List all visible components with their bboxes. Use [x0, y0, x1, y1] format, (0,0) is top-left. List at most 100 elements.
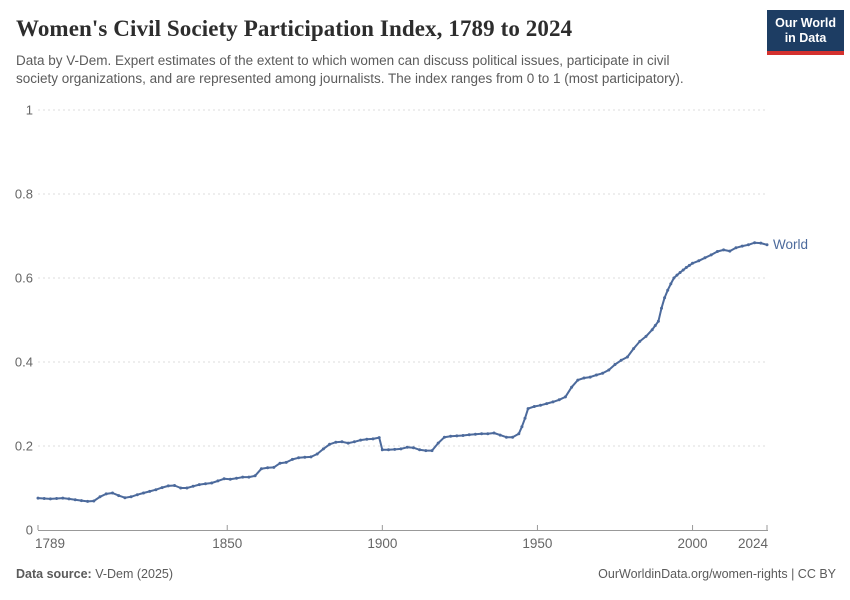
data-point — [297, 456, 301, 460]
data-point — [675, 273, 679, 277]
data-point — [669, 282, 673, 286]
data-point — [740, 244, 744, 248]
data-point — [492, 431, 496, 435]
data-point — [204, 482, 207, 486]
data-point — [405, 445, 409, 449]
data-point — [259, 467, 263, 471]
data-point — [619, 358, 623, 362]
data-point — [340, 440, 344, 444]
data-point — [551, 400, 555, 404]
data-point — [79, 499, 83, 503]
data-point — [449, 434, 453, 438]
data-point — [467, 433, 471, 437]
data-point — [173, 484, 176, 487]
data-point — [104, 492, 108, 496]
data-point — [278, 461, 282, 465]
subtitle-line-1: Data by V-Dem. Expert estimates of the e… — [16, 53, 670, 68]
data-point — [92, 499, 96, 503]
data-point — [759, 241, 763, 245]
data-point — [117, 494, 121, 498]
data-point — [660, 306, 663, 310]
data-point — [473, 432, 477, 436]
data-point — [672, 276, 676, 280]
data-point — [753, 241, 757, 245]
data-point — [166, 484, 170, 488]
data-point — [582, 376, 586, 380]
data-point — [154, 488, 158, 492]
data-point — [697, 259, 701, 263]
data-point — [576, 378, 580, 382]
data-point — [393, 447, 397, 451]
data-point — [55, 497, 59, 500]
subtitle-line-2: society organizations, and are represent… — [16, 70, 684, 86]
data-point — [216, 479, 220, 483]
data-point — [480, 432, 484, 436]
data-point — [111, 491, 114, 495]
license-label: | CC BY — [787, 567, 836, 581]
data-point — [371, 437, 375, 441]
data-point — [557, 398, 561, 402]
owid-url-link[interactable]: OurWorldinData.org/women-rights — [598, 567, 788, 581]
data-point — [607, 368, 611, 372]
data-point — [321, 447, 325, 451]
data-point — [684, 266, 688, 269]
data-point — [728, 249, 732, 253]
chart-footer: Data source: V-Dem (2025) OurWorldinData… — [16, 567, 836, 581]
data-point — [663, 296, 667, 300]
data-point — [222, 477, 226, 481]
data-point — [715, 250, 719, 253]
data-point — [48, 497, 52, 501]
data-point — [588, 375, 592, 379]
data-point — [461, 434, 465, 437]
owid-logo[interactable]: Our World in Data — [767, 10, 844, 55]
data-point — [377, 436, 381, 440]
data-point — [191, 484, 195, 488]
data-point — [241, 475, 245, 479]
data-point — [746, 243, 750, 247]
data-point — [387, 448, 390, 452]
data-point — [765, 243, 769, 247]
x-axis-label-1950: 1950 — [522, 536, 552, 551]
data-point — [486, 432, 490, 436]
data-point — [179, 486, 183, 490]
data-point — [517, 432, 521, 436]
y-axis-label-0.4: 0.4 — [15, 355, 33, 370]
y-axis-label-0: 0 — [26, 523, 33, 538]
data-source-value: V-Dem (2025) — [91, 567, 174, 581]
x-axis-label-2024: 2024 — [738, 536, 769, 551]
data-point — [328, 442, 332, 446]
data-point — [359, 438, 363, 442]
y-axis-label-0.6: 0.6 — [15, 271, 33, 286]
data-point — [142, 491, 145, 495]
data-point — [650, 328, 654, 332]
data-point — [681, 268, 685, 272]
owid-logo-line-2: in Data — [784, 31, 827, 45]
data-point — [504, 435, 508, 439]
data-point — [703, 256, 707, 260]
data-point — [303, 455, 307, 459]
series-line-world — [37, 241, 768, 503]
data-point — [411, 446, 415, 450]
data-point — [653, 324, 657, 327]
y-axis-label-0.2: 0.2 — [15, 439, 33, 454]
series-end-label-world: World — [773, 237, 808, 252]
data-point — [148, 489, 152, 493]
data-source: Data source: V-Dem (2025) — [16, 567, 173, 581]
data-point — [436, 441, 440, 445]
data-point — [36, 496, 40, 500]
data-point — [284, 460, 288, 464]
data-point — [687, 263, 691, 267]
x-axis-label-1789: 1789 — [35, 536, 65, 551]
data-point — [235, 476, 238, 480]
data-point — [352, 440, 356, 444]
data-point — [61, 496, 65, 500]
data-point — [644, 334, 648, 338]
data-point — [315, 452, 319, 456]
data-point — [678, 271, 682, 274]
owid-logo-line-1: Our World — [775, 16, 836, 30]
data-point — [656, 319, 660, 323]
data-point — [424, 449, 428, 453]
data-point — [691, 261, 694, 265]
